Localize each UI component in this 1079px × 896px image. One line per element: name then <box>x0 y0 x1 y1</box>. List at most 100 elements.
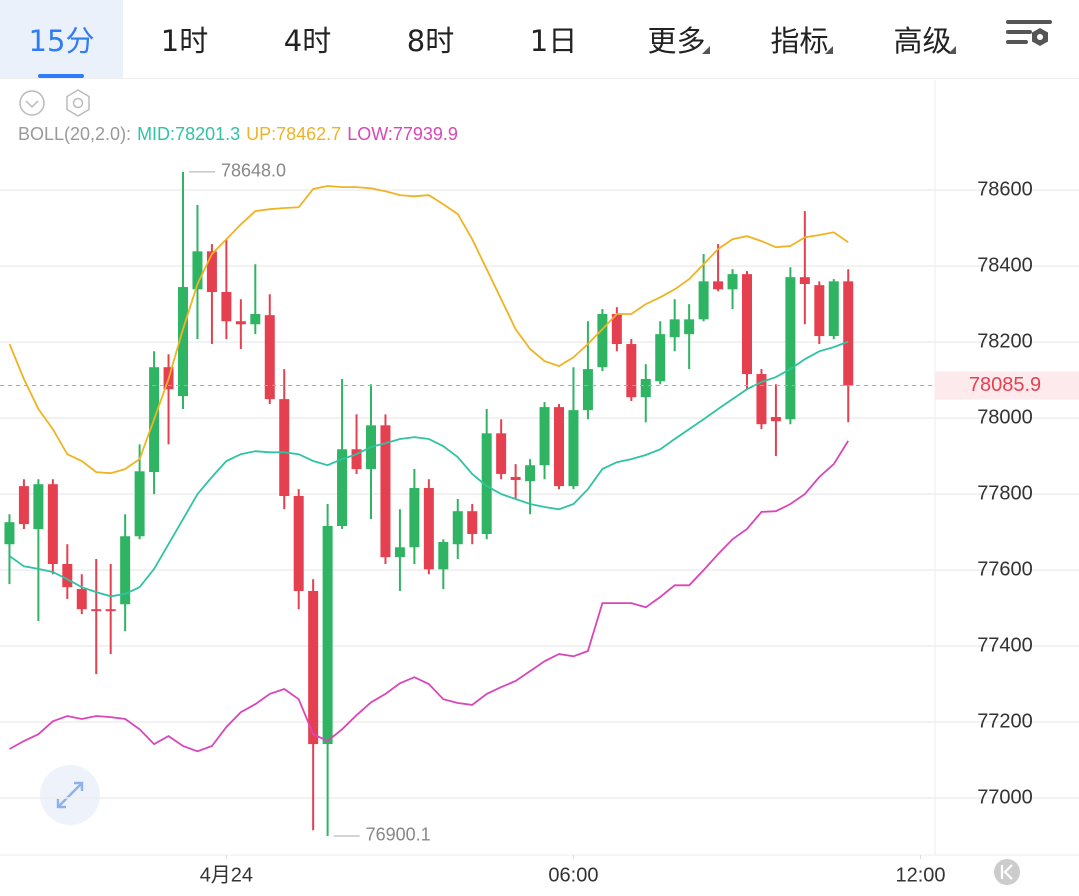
candle-body <box>785 277 796 420</box>
candle-body <box>496 433 507 474</box>
candle-body <box>120 536 131 605</box>
x-tick-label: 06:00 <box>548 864 598 886</box>
candle-body <box>293 495 304 591</box>
candle-body <box>264 315 275 400</box>
menu-lines <box>1006 20 1052 44</box>
tab[interactable]: 4时 <box>283 24 332 58</box>
boll-line <box>9 440 849 753</box>
candle-body <box>409 488 420 548</box>
candles <box>4 171 854 836</box>
y-tick-label: 78000 <box>977 406 1033 428</box>
candle-body <box>322 526 333 745</box>
candle-body <box>640 378 651 398</box>
candle-body <box>770 416 781 422</box>
indicator-legend: BOLL(20,2.0): MID:78201.3 UP:78462.7 LOW:77… <box>18 124 464 145</box>
candle-body <box>351 449 362 470</box>
tab[interactable]: 1时 <box>160 24 209 58</box>
scroll-start-button[interactable] <box>994 859 1020 885</box>
candle-body <box>394 547 405 558</box>
candle-body <box>554 407 564 487</box>
candle-body <box>452 511 463 545</box>
candle-body <box>742 274 752 375</box>
candle-body <box>814 285 825 337</box>
y-tick-label: 78200 <box>977 330 1033 352</box>
candle-body <box>582 369 593 411</box>
candle-body <box>235 321 246 325</box>
tab[interactable]: 指标 <box>738 0 861 78</box>
candle-body <box>727 274 738 290</box>
legend-entry: LOW:77939.9 <box>347 124 458 144</box>
candle-body <box>525 465 536 482</box>
candle-body <box>510 476 521 481</box>
boll-line <box>8 185 849 475</box>
scroll-start-glyph <box>1000 864 1013 880</box>
candle-body <box>250 314 261 325</box>
candle-body <box>76 589 87 610</box>
y-tick-label: 77000 <box>977 786 1033 808</box>
candle-body <box>698 281 709 320</box>
collapse-chevron <box>25 100 39 109</box>
candle-body <box>18 486 29 525</box>
candle-body <box>62 563 73 588</box>
fullscreen-arrows <box>56 781 84 809</box>
candle-body <box>134 471 145 537</box>
candle-body <box>655 334 666 382</box>
candle-body <box>4 522 15 545</box>
candle-body <box>206 251 217 292</box>
timeframe-tabs: 15分 1时 4时 8时 1日 更多 指标 高级 <box>0 0 1079 79</box>
y-tick-label: 77400 <box>977 634 1033 656</box>
candle-body <box>178 287 188 397</box>
menu-icon[interactable] <box>1006 20 1052 46</box>
candle-body <box>192 251 203 290</box>
settings-icon-center <box>72 97 84 109</box>
candle-body <box>684 319 695 335</box>
candle-body <box>756 374 767 425</box>
icons <box>19 89 1020 885</box>
candle-body <box>438 541 449 570</box>
y-tick-label: 77200 <box>977 710 1033 732</box>
collapse-icon[interactable] <box>19 90 45 116</box>
candle-body <box>279 399 290 496</box>
candle-body <box>308 590 319 745</box>
candle-body <box>597 314 608 368</box>
settings-icon[interactable] <box>66 89 90 117</box>
y-tick-label: 78400 <box>977 254 1033 276</box>
legend-entry: MID:78201.3 <box>137 124 241 144</box>
candle-body <box>47 484 58 564</box>
candle-body <box>713 281 724 290</box>
tab[interactable]: 更多 <box>615 0 738 78</box>
tab[interactable]: 高级 <box>861 0 984 78</box>
candle-body <box>799 277 810 285</box>
candle-body <box>467 511 478 534</box>
candle-body <box>105 609 116 612</box>
candle-body <box>481 433 492 534</box>
candle-body <box>380 425 391 558</box>
last-price-badge <box>935 371 1079 400</box>
x-tick-label: 4月24 <box>200 864 253 886</box>
candle-body <box>843 281 854 386</box>
candle-body <box>423 488 434 570</box>
y-tick-label: 78600 <box>977 178 1033 200</box>
candle-body <box>626 344 637 398</box>
y-tick-label: 77600 <box>977 558 1033 580</box>
last-price-label: 78085.9 <box>969 374 1041 396</box>
menu-hex-center <box>1037 34 1043 40</box>
candle-body <box>33 484 44 530</box>
candle-body <box>337 449 348 527</box>
tab[interactable]: 1日 <box>529 24 578 58</box>
candle-body <box>539 407 550 466</box>
annotation-label: 78648.0 <box>221 161 286 181</box>
indicator-name: BOLL(20,2.0): <box>18 124 132 144</box>
candle-body <box>568 410 579 487</box>
candle-body <box>91 609 102 612</box>
tab[interactable]: 15分 <box>0 0 123 78</box>
candle-body <box>669 319 680 338</box>
candle-body <box>221 291 232 322</box>
tab[interactable]: 8时 <box>406 24 455 58</box>
annotation-label: 76900.1 <box>366 825 431 845</box>
x-tick-label: 12:00 <box>896 864 946 886</box>
boll-line <box>8 340 849 598</box>
candle-body <box>828 281 839 337</box>
